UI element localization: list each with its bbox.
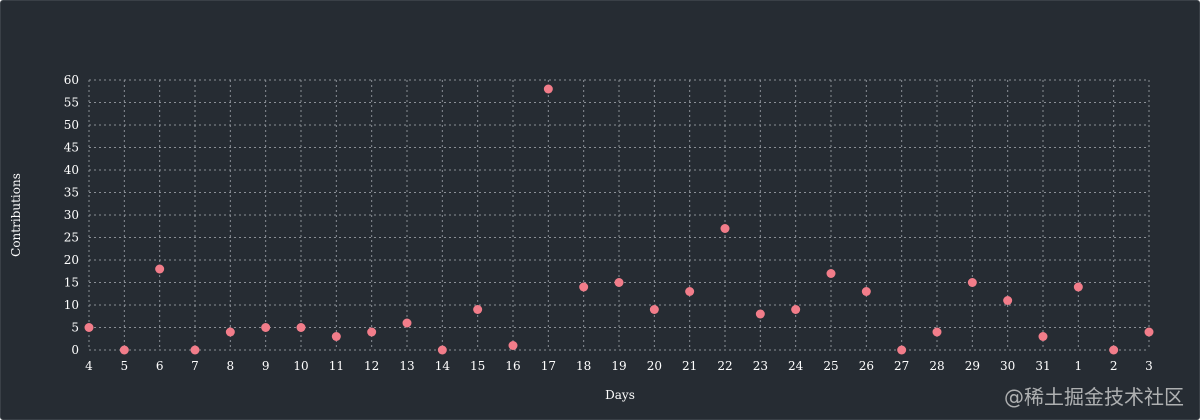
data-point (685, 287, 695, 296)
x-tick-label: 4 (85, 359, 93, 373)
data-point (1073, 282, 1083, 292)
data-point (1038, 332, 1048, 341)
x-tick-label: 3 (1145, 359, 1153, 373)
y-tick-label: 20 (64, 253, 79, 267)
y-tick-label: 50 (64, 118, 79, 132)
data-point (579, 282, 589, 292)
x-tick-label: 9 (262, 359, 270, 373)
y-tick-label: 35 (64, 186, 79, 200)
x-tick-label: 29 (965, 359, 980, 373)
x-tick-label: 30 (1000, 359, 1015, 373)
data-point (225, 327, 235, 337)
y-axis-title: Contributions (9, 173, 23, 257)
data-point (720, 224, 730, 233)
x-tick-label: 6 (156, 359, 164, 373)
x-tick-label: 26 (859, 359, 874, 373)
x-tick-label: 2 (1110, 359, 1118, 373)
data-point (331, 332, 341, 341)
data-point (402, 318, 412, 328)
y-tick-label: 5 (71, 321, 79, 335)
x-tick-label: 7 (191, 359, 199, 373)
y-tick-label: 15 (64, 276, 79, 290)
data-point (84, 323, 94, 332)
data-point (437, 345, 447, 355)
data-point (367, 327, 377, 337)
x-tick-label: 31 (1035, 359, 1050, 373)
data-point (614, 278, 624, 287)
data-point (155, 264, 165, 274)
x-tick-label: 25 (823, 359, 838, 373)
x-tick-label: 18 (576, 359, 591, 373)
data-point (473, 305, 483, 314)
x-tick-label: 17 (541, 359, 556, 373)
x-tick-label: 22 (717, 359, 732, 373)
y-tick-label: 55 (64, 96, 79, 110)
data-point (861, 287, 871, 296)
data-point (119, 345, 129, 355)
x-tick-label: 11 (329, 359, 344, 373)
x-tick-label: 12 (364, 359, 379, 373)
y-tick-label: 25 (64, 231, 79, 245)
data-point (190, 345, 200, 355)
x-tick-label: 21 (682, 359, 697, 373)
data-point (1109, 345, 1119, 355)
x-tick-label: 13 (399, 359, 414, 373)
x-tick-label: 8 (227, 359, 235, 373)
data-point (1003, 296, 1013, 305)
y-tick-label: 40 (64, 163, 79, 177)
data-point (543, 84, 553, 94)
x-tick-label: 5 (121, 359, 129, 373)
data-point (897, 345, 907, 355)
x-axis-title: Days (605, 388, 635, 402)
x-tick-label: 23 (753, 359, 768, 373)
data-point (649, 305, 659, 314)
y-tick-label: 45 (64, 141, 79, 155)
x-tick-label: 19 (611, 359, 626, 373)
grid-lines (88, 79, 1150, 351)
y-tick-label: 60 (64, 73, 79, 87)
watermark-text: @稀土掘金技术社区 (1004, 385, 1184, 409)
x-tick-label: 24 (788, 359, 804, 373)
data-point (826, 269, 836, 278)
x-tick-label: 27 (894, 359, 909, 373)
x-tick-label: 28 (929, 359, 944, 373)
data-point (967, 278, 977, 287)
data-point (1144, 327, 1154, 337)
y-tick-labels: 0 5 10 15 20 25 30 35 40 45 50 55 60 (64, 73, 79, 357)
x-tick-labels: 4 5 6 7 8 9 10 11 12 13 14 15 16 17 18 19 20 21 22 23 24 25 26… (85, 359, 1153, 373)
data-point (508, 341, 518, 350)
x-tick-label: 1 (1075, 359, 1083, 373)
data-point (296, 323, 306, 332)
y-tick-label: 0 (71, 343, 79, 357)
x-tick-label: 14 (435, 359, 451, 373)
x-tick-label: 10 (293, 359, 308, 373)
x-tick-label: 20 (647, 359, 662, 373)
data-points (84, 84, 1154, 355)
y-tick-label: 30 (64, 208, 79, 222)
data-point (261, 323, 271, 332)
data-point (932, 327, 942, 337)
x-tick-label: 15 (470, 359, 485, 373)
y-tick-label: 10 (64, 298, 79, 312)
data-point (791, 305, 801, 314)
x-tick-label: 16 (505, 359, 520, 373)
data-point (755, 309, 765, 319)
